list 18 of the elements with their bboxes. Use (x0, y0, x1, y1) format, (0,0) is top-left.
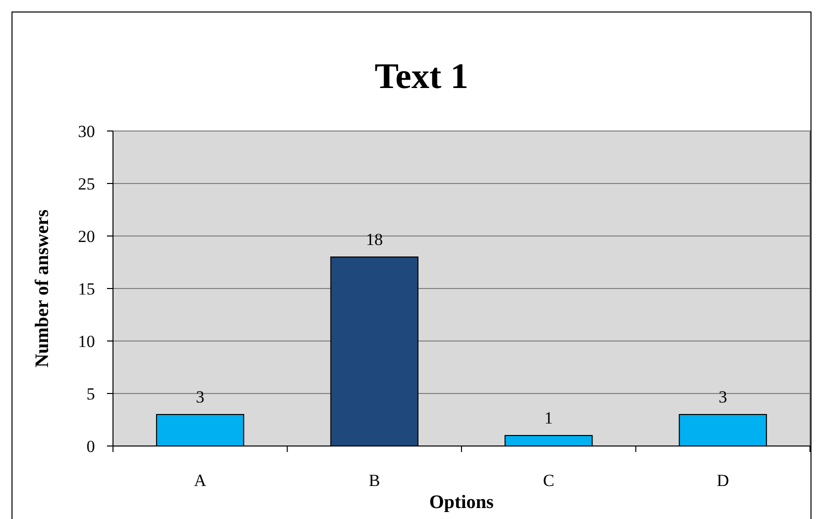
y-tick-label: 30 (78, 122, 95, 141)
y-tick-label: 20 (78, 226, 95, 246)
data-label: 3 (718, 388, 728, 406)
x-tick-label: A (194, 471, 207, 490)
y-tick-label: 0 (86, 436, 95, 456)
x-tick-label: D (716, 471, 730, 490)
y-tick-label: 10 (78, 332, 95, 351)
data-label: 18 (366, 230, 383, 249)
data-label: 3 (196, 388, 204, 406)
x-tick-label: C (542, 471, 554, 490)
y-tick-label: 25 (78, 174, 95, 194)
chart-title: Text 1 (374, 56, 468, 96)
x-tick-label: B (368, 471, 380, 490)
y-tick-label: 15 (78, 279, 95, 298)
data-label: 1 (544, 408, 553, 428)
y-axis-title: Number of answers (32, 210, 53, 368)
y-tick-label: 5 (86, 384, 95, 404)
x-axis-title: Options (429, 492, 494, 513)
